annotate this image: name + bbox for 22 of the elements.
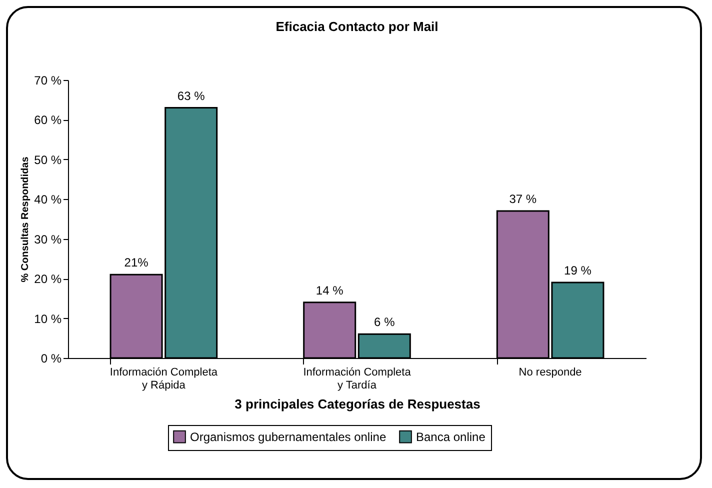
- data-label: 19 %: [564, 264, 592, 278]
- y-tick-label: 40 %: [34, 192, 62, 207]
- legend-label: Banca online: [416, 430, 486, 444]
- y-tick-label: 60 %: [34, 113, 62, 128]
- x-axis-title: 3 principales Categorías de Respuestas: [234, 396, 480, 412]
- y-axis-title: % Consultas Respondidas: [20, 156, 32, 282]
- y-tick-label: 30 %: [34, 232, 62, 246]
- y-tick-label: 0 %: [40, 352, 62, 366]
- chart-title: Eficacia Contacto por Mail: [276, 19, 438, 34]
- data-label: 14 %: [316, 283, 344, 298]
- data-label: 21%: [124, 256, 149, 270]
- y-tick-label: 50 %: [34, 152, 62, 167]
- data-label: 37 %: [509, 192, 537, 206]
- y-tick-label: 70 %: [34, 74, 62, 88]
- y-tick-label: 10 %: [34, 312, 62, 326]
- data-label: 6 %: [374, 315, 396, 330]
- legend-label: Organismos gubernamentales online: [190, 430, 386, 444]
- x-tick-label: Información Completa y Rápida: [110, 366, 218, 392]
- x-tick-label: Información Completa y Tardía: [303, 366, 412, 392]
- x-tick-label: No responde: [518, 366, 582, 378]
- data-label: 63 %: [177, 88, 206, 103]
- y-tick-label: 20 %: [34, 272, 62, 286]
